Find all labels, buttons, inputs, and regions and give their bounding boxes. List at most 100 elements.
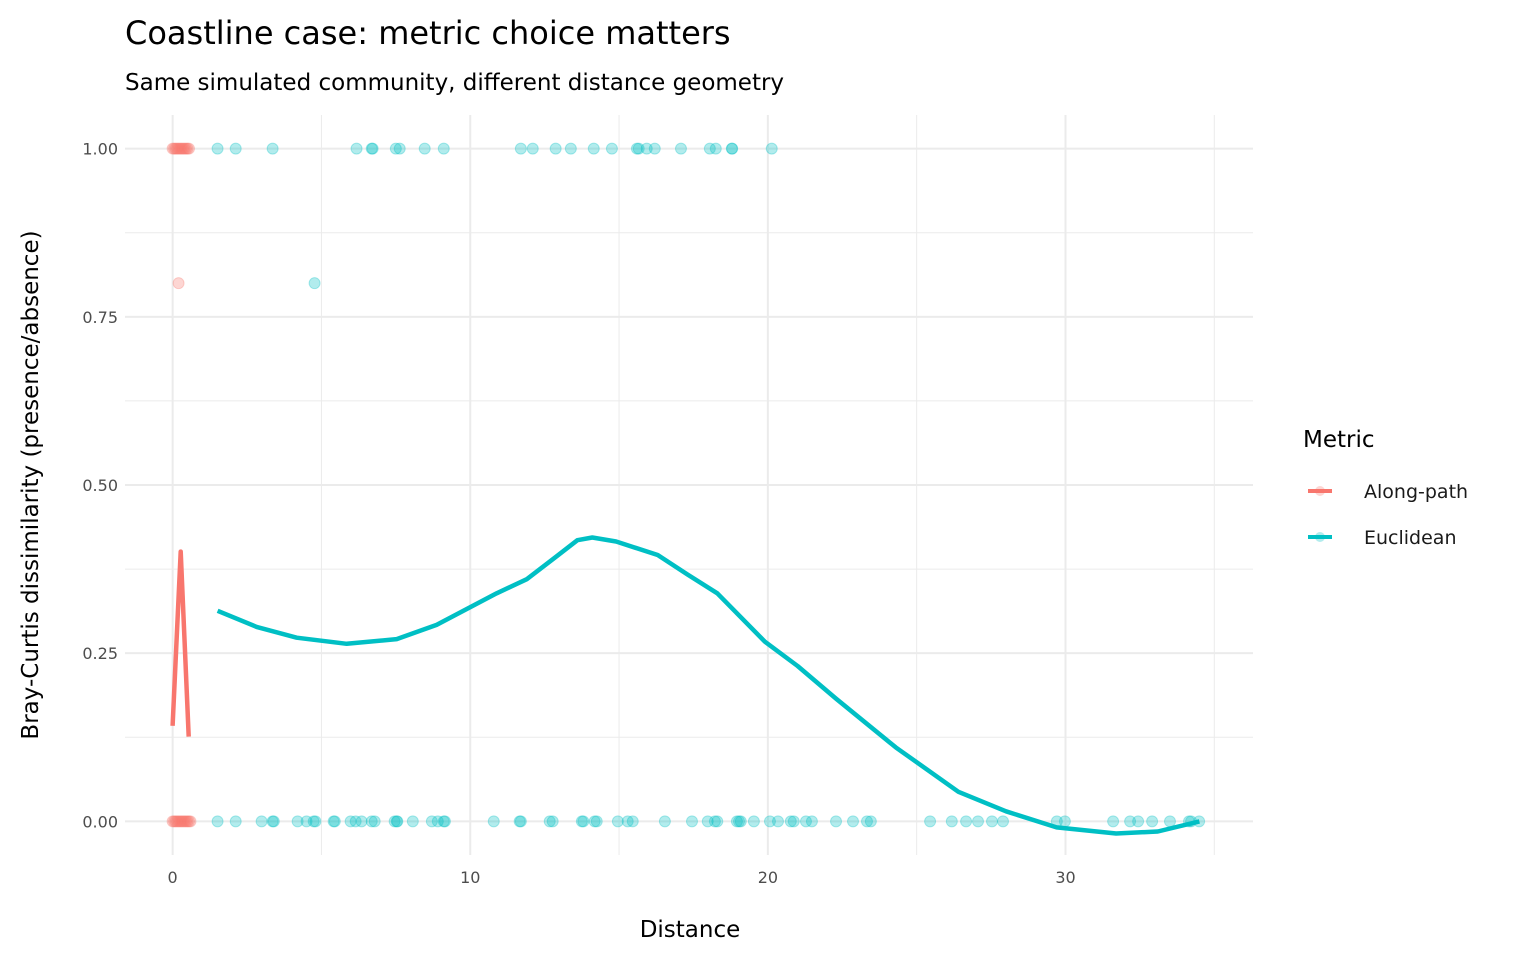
point-euclidean bbox=[709, 142, 722, 155]
point-euclidean bbox=[733, 815, 746, 828]
point-euclidean bbox=[734, 815, 747, 828]
point-euclidean bbox=[355, 815, 368, 828]
point-euclidean bbox=[765, 142, 778, 155]
point-along-path bbox=[180, 142, 193, 155]
point-euclidean bbox=[266, 815, 279, 828]
point-euclidean bbox=[307, 815, 320, 828]
point-along-path bbox=[169, 815, 182, 828]
point-euclidean bbox=[543, 815, 556, 828]
point-euclidean bbox=[701, 815, 714, 828]
point-euclidean bbox=[784, 815, 797, 828]
point-euclidean bbox=[747, 815, 760, 828]
point-along-path bbox=[182, 815, 195, 828]
point-along-path bbox=[174, 142, 187, 155]
y-tick-label: 0.75 bbox=[82, 308, 118, 327]
point-euclidean bbox=[431, 815, 444, 828]
point-along-path bbox=[168, 142, 181, 155]
point-euclidean bbox=[799, 815, 812, 828]
point-euclidean bbox=[309, 815, 322, 828]
point-euclidean bbox=[1107, 815, 1120, 828]
point-euclidean bbox=[211, 815, 224, 828]
point-along-path bbox=[168, 815, 181, 828]
legend-item-euclidean: Euclidean bbox=[1308, 527, 1457, 549]
ticks: 0 10 20 30 0.00 0.25 0.50 0.75 1.00 bbox=[82, 140, 1075, 887]
point-euclidean bbox=[590, 815, 603, 828]
point-euclidean bbox=[418, 142, 431, 155]
point-euclidean bbox=[438, 815, 451, 828]
y-axis-label: Bray-Curtis dissimilarity (presence/abse… bbox=[18, 230, 44, 739]
point-euclidean bbox=[674, 142, 687, 155]
point-along-path bbox=[178, 142, 191, 155]
point-euclidean bbox=[300, 815, 313, 828]
point-along-path bbox=[177, 142, 190, 155]
point-euclidean bbox=[546, 815, 559, 828]
point-euclidean bbox=[708, 815, 721, 828]
point-euclidean bbox=[621, 815, 634, 828]
smooth-line-euclidean bbox=[216, 535, 1200, 836]
point-euclidean bbox=[1132, 815, 1145, 828]
point-euclidean bbox=[626, 815, 639, 828]
point-euclidean bbox=[575, 815, 588, 828]
point-euclidean bbox=[425, 815, 438, 828]
y-tick-label: 1.00 bbox=[82, 140, 118, 159]
point-along-path bbox=[169, 142, 182, 155]
point-euclidean bbox=[437, 815, 450, 828]
point-euclidean bbox=[514, 142, 527, 155]
point-euclidean bbox=[487, 815, 500, 828]
point-along-path bbox=[171, 815, 184, 828]
point-euclidean bbox=[730, 815, 743, 828]
point-euclidean bbox=[605, 142, 618, 155]
point-euclidean bbox=[229, 815, 242, 828]
point-euclidean bbox=[291, 815, 304, 828]
point-along-path bbox=[182, 142, 195, 155]
point-euclidean bbox=[389, 142, 402, 155]
chart-subtitle: Same simulated community, different dist… bbox=[125, 70, 784, 96]
point-euclidean bbox=[549, 142, 562, 155]
point-euclidean bbox=[368, 815, 381, 828]
point-euclidean bbox=[1058, 815, 1071, 828]
point-euclidean bbox=[805, 815, 818, 828]
x-axis-label: Distance bbox=[640, 917, 741, 943]
y-tick-label: 0.00 bbox=[82, 812, 118, 831]
y-tick-label: 0.25 bbox=[82, 644, 118, 663]
point-euclidean bbox=[588, 815, 601, 828]
point-euclidean bbox=[703, 142, 716, 155]
point-euclidean bbox=[630, 142, 643, 155]
point-along-path bbox=[178, 815, 191, 828]
point-along-path bbox=[177, 815, 190, 828]
point-euclidean bbox=[725, 142, 738, 155]
point-euclidean bbox=[985, 815, 998, 828]
point-along-path bbox=[166, 142, 179, 155]
point-euclidean bbox=[406, 815, 419, 828]
point-euclidean bbox=[648, 142, 661, 155]
point-euclidean bbox=[771, 815, 784, 828]
point-euclidean bbox=[365, 815, 378, 828]
point-euclidean bbox=[726, 142, 739, 155]
point-euclidean bbox=[830, 815, 843, 828]
point-euclidean bbox=[344, 815, 357, 828]
point-euclidean bbox=[350, 142, 363, 155]
y-tick-label: 0.50 bbox=[82, 476, 118, 495]
point-euclidean bbox=[640, 142, 653, 155]
smooth-line-along-path bbox=[170, 549, 191, 737]
point-euclidean bbox=[945, 815, 958, 828]
marks bbox=[166, 142, 1206, 836]
legend-label-euclidean: Euclidean bbox=[1364, 527, 1457, 549]
point-euclidean bbox=[1163, 815, 1176, 828]
point-euclidean bbox=[391, 815, 404, 828]
point-along-path bbox=[174, 815, 187, 828]
x-tick-label: 30 bbox=[1055, 868, 1075, 887]
point-euclidean bbox=[328, 815, 341, 828]
legend-label-along-path: Along-path bbox=[1364, 481, 1468, 503]
x-tick-label: 0 bbox=[168, 868, 178, 887]
point-along-path bbox=[180, 815, 193, 828]
point-euclidean bbox=[365, 142, 378, 155]
point-euclidean bbox=[996, 815, 1009, 828]
grid bbox=[125, 115, 1253, 855]
point-euclidean bbox=[587, 142, 600, 155]
legend-item-along-path: Along-path bbox=[1308, 481, 1468, 503]
point-euclidean bbox=[211, 142, 224, 155]
x-tick-label: 10 bbox=[460, 868, 480, 887]
point-euclidean bbox=[924, 815, 937, 828]
